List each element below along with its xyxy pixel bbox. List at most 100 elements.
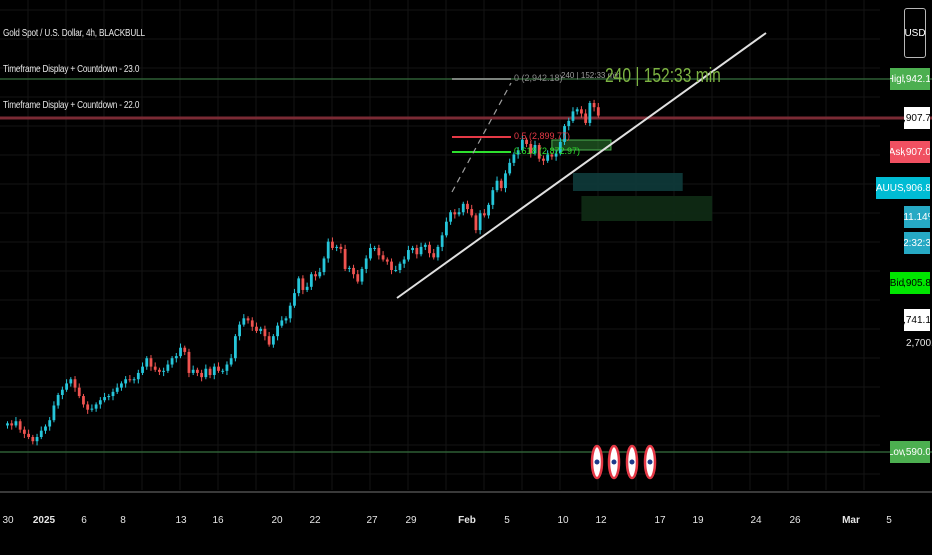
candle (364, 255, 368, 274)
candle-body (183, 347, 187, 352)
candle (204, 364, 208, 380)
candle (449, 210, 452, 225)
candle-body (217, 366, 220, 371)
candle-body (394, 270, 398, 271)
currency-button[interactable]: USD (904, 8, 926, 58)
zone-box-green (581, 196, 713, 221)
candle-body (457, 212, 461, 215)
candle-body (567, 120, 571, 127)
candle (356, 270, 360, 284)
candle-body (331, 241, 334, 248)
candle (390, 258, 393, 275)
candle-body (402, 259, 406, 264)
candle (22, 426, 26, 439)
zone-box-teal (572, 173, 683, 191)
event-marker-icon (594, 459, 600, 465)
candle-body (373, 247, 377, 249)
candle-body (546, 154, 550, 161)
candle-body (288, 305, 292, 319)
candle (432, 248, 436, 260)
candle-body (432, 253, 436, 258)
event-marker[interactable] (625, 444, 639, 480)
time-axis-label: 22 (309, 515, 321, 526)
candle-body (229, 358, 233, 365)
candle-body (86, 404, 90, 410)
fib-label-0: 0 (2,942.18) (514, 73, 563, 83)
event-marker[interactable] (607, 444, 621, 480)
candle (495, 176, 499, 193)
candle (398, 261, 402, 274)
candle (419, 242, 423, 257)
candle-body (508, 162, 512, 174)
candle (394, 265, 398, 273)
candle (373, 245, 377, 252)
candle-body (301, 278, 305, 290)
time-axis-label: 5 (886, 515, 892, 526)
candle-body (440, 235, 444, 247)
candle-body (94, 404, 98, 409)
time-axis-label: 30 (2, 515, 14, 526)
candle (267, 331, 271, 347)
candle-body (533, 145, 537, 154)
candle-body (263, 328, 267, 337)
event-marker[interactable] (643, 444, 657, 480)
candle (318, 267, 322, 279)
candle (487, 202, 490, 219)
time-axis-label: 16 (212, 515, 224, 526)
candle-body (60, 389, 64, 395)
candle-body (31, 437, 35, 442)
candle-body (588, 103, 592, 123)
candle (508, 158, 512, 176)
candle (103, 392, 106, 403)
candle (187, 348, 191, 378)
candle (377, 244, 381, 260)
candle-body (200, 372, 204, 378)
candle (196, 367, 199, 377)
candle-body (145, 358, 149, 367)
candle (149, 355, 153, 371)
candle-body (10, 423, 14, 426)
candle (482, 209, 486, 218)
candle (423, 242, 427, 251)
candle-body (111, 391, 115, 397)
candle-body (339, 246, 343, 249)
candle (158, 367, 161, 376)
event-marker[interactable] (590, 444, 604, 480)
candle (537, 142, 541, 162)
candle (309, 272, 313, 290)
candle-body (115, 387, 119, 392)
candle (111, 388, 115, 401)
candle (428, 241, 431, 258)
candle (221, 368, 225, 374)
candle-body (542, 158, 545, 161)
indicator-legend-1[interactable]: Timeframe Display + Countdown - 23.0 (3, 64, 140, 75)
time-axis-label: 20 (271, 515, 283, 526)
candle (369, 243, 372, 261)
candle (132, 377, 136, 384)
candle-body (335, 246, 339, 248)
time-axis-label: 2025 (32, 515, 56, 526)
candle (478, 210, 482, 235)
candle-body (44, 426, 47, 431)
candle (352, 264, 355, 279)
candle (136, 369, 140, 384)
candle-body (149, 358, 153, 367)
candle (343, 244, 347, 272)
candle (238, 321, 241, 341)
candle-body (187, 351, 191, 373)
candle-body (48, 420, 52, 427)
candle (588, 100, 592, 127)
candle-body (407, 250, 410, 260)
candle (529, 140, 533, 158)
candle-body (360, 268, 364, 282)
candle (170, 356, 174, 368)
candle (246, 316, 250, 324)
candle-body (516, 150, 520, 155)
indicator-legend-2[interactable]: Timeframe Display + Countdown - 22.0 (3, 100, 140, 111)
candle (276, 322, 279, 341)
candle-body (204, 368, 208, 378)
candle (242, 314, 246, 327)
candle-body (103, 397, 106, 401)
